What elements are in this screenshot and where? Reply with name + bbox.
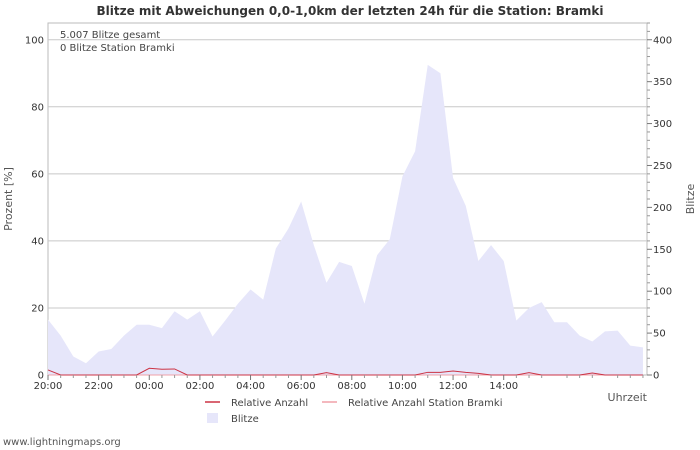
y-right-tick-label-0: 0 — [653, 371, 659, 382]
x-tick-label-9: 14:00 — [489, 381, 518, 392]
x-axis-ticks: 20:00 22:00 00:00 02:00 04:00 06:00 08:00 10:00… — [34, 375, 644, 392]
y-left-tick-label-60: 60 — [31, 169, 44, 180]
y-right-tick-label-200: 200 — [653, 203, 672, 214]
x-tick-label-0: 20:00 — [34, 381, 63, 392]
x-tick-label-4: 04:00 — [236, 381, 265, 392]
legend: Relative Anzahl Relative Anzahl Station … — [205, 398, 503, 425]
y-right-tick-label-350: 350 — [653, 77, 672, 88]
y-left-tick-label-80: 80 — [31, 102, 44, 113]
relative-lines-layer — [47, 367, 643, 376]
y-left-tick-label-100: 100 — [25, 35, 44, 46]
x-tick-label-5: 06:00 — [287, 381, 316, 392]
x-tick-label-8: 12:00 — [439, 381, 468, 392]
grid-lines — [48, 39, 647, 309]
x-tick-label-1: 22:00 — [84, 381, 113, 392]
x-tick-label-2: 00:00 — [135, 381, 164, 392]
legend-label-relative: Relative Anzahl — [231, 398, 308, 409]
x-tick-label-6: 08:00 — [337, 381, 366, 392]
y-right-tick-label-150: 150 — [653, 245, 672, 256]
y-right-tick-label-100: 100 — [653, 287, 672, 298]
y-axis-label-left: Prozent [%] — [2, 167, 15, 231]
right-axis-ticks: 0 50 100 150 200 250 300 350 400 — [647, 22, 672, 382]
series-blitze-area — [48, 64, 643, 376]
footer-credit: www.lightningmaps.org — [3, 437, 121, 448]
y-left-tick-label-0: 0 — [38, 371, 44, 382]
x-tick-label-3: 02:00 — [185, 381, 214, 392]
y-left-tick-label-40: 40 — [31, 236, 44, 247]
blitze-area-layer — [48, 64, 643, 376]
series-relative-line — [47, 367, 643, 376]
x-tick-label-7: 10:00 — [388, 381, 417, 392]
y-left-tick-label-20: 20 — [31, 303, 44, 314]
y-axis-label-right: Blitze — [684, 184, 697, 215]
y-right-tick-label-400: 400 — [653, 35, 672, 46]
left-axis-ticks: 0 20 40 60 80 100 — [25, 35, 44, 381]
chart-title: Blitze mit Abweichungen 0,0-1,0km der le… — [96, 4, 603, 18]
y-right-tick-label-300: 300 — [653, 119, 672, 130]
legend-label-blitze: Blitze — [231, 414, 259, 425]
legend-label-relative-station: Relative Anzahl Station Bramki — [348, 398, 503, 409]
info-total: 5.007 Blitze gesamt — [60, 30, 160, 41]
legend-swatch-blitze — [207, 413, 218, 423]
info-station: 0 Blitze Station Bramki — [60, 43, 175, 54]
y-right-tick-label-50: 50 — [653, 329, 666, 340]
y-right-tick-label-250: 250 — [653, 161, 672, 172]
x-axis-label: Uhrzeit — [608, 391, 648, 404]
